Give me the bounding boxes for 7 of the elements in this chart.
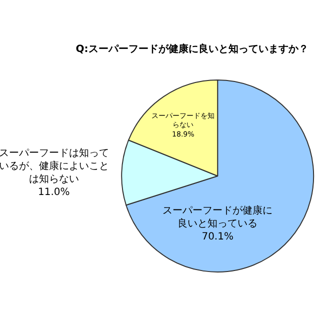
chart-title: Q:スーパーフードが健康に良いと知っていますか？ [76, 42, 308, 55]
slice-label: スーパーフードを知らない [152, 110, 215, 130]
data-label: 18.9% [172, 129, 195, 138]
data-label: 70.1% [202, 231, 234, 242]
slice-label: スーパーフードが健康に良いと知っている [162, 204, 273, 230]
slice-label: スーパーフードは知っているが、健康によいことは知らない [0, 146, 109, 185]
data-label: 11.0% [38, 186, 70, 198]
